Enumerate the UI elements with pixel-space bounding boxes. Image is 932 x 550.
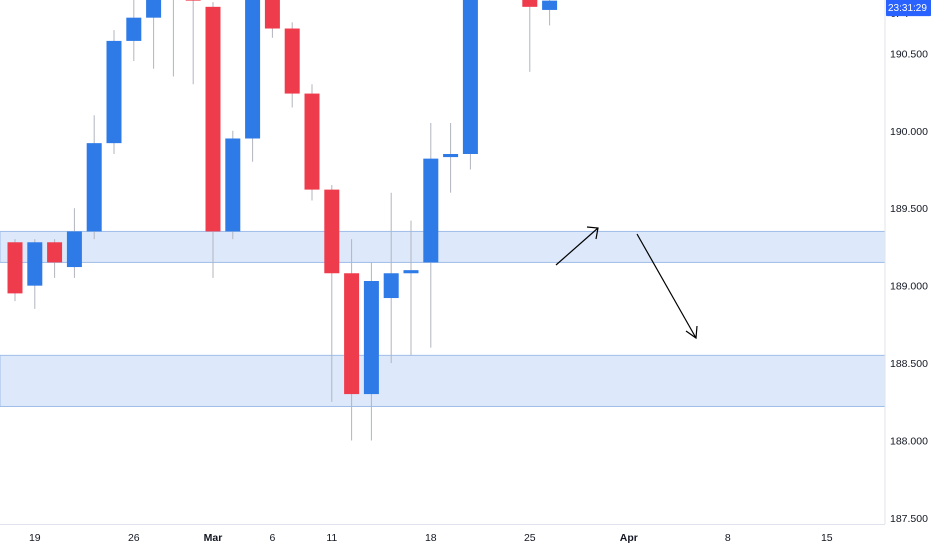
zone-2 (0, 230, 886, 263)
candle-body-9 (185, 0, 201, 1)
candle-body-23 (462, 0, 478, 154)
candle-body-1 (27, 242, 43, 286)
candle-body-21 (423, 158, 439, 263)
candle-body-0 (7, 242, 23, 294)
bar-countdown: 23:31:29 (888, 3, 927, 14)
candle-body-27 (542, 0, 558, 10)
time-tick-label: 26 (128, 532, 140, 544)
price-tick-label: 187.500 (890, 513, 928, 525)
time-tick-label: 25 (524, 532, 536, 544)
time-tick-label: Apr (620, 532, 638, 544)
candle-body-10 (205, 6, 221, 232)
projection-arrows (555, 226, 698, 340)
candle-body-16 (324, 189, 340, 274)
time-axis[interactable]: 19 26 Mar 6 11 18 25 Apr 8 15 (29, 532, 833, 544)
candle-body-4 (86, 143, 102, 232)
arrow-down-line (636, 233, 697, 339)
price-tick-label: 188.000 (890, 436, 928, 448)
price-tick-label: 189.000 (890, 281, 928, 293)
candle-body-22 (443, 153, 459, 158)
candle-body-17 (344, 273, 360, 395)
candle-body-15 (304, 93, 320, 190)
time-tick-label: 11 (326, 532, 337, 544)
time-tick-label: Mar (204, 532, 223, 544)
candle-body-11 (225, 138, 241, 232)
last-price-value: 190.869 (890, 0, 927, 2)
arrow-up-head (586, 226, 599, 240)
candle-body-7 (146, 0, 162, 18)
zones-layer (0, 230, 886, 407)
time-tick-label: 19 (29, 532, 41, 544)
price-tick-label: 190.000 (890, 126, 928, 138)
candle-body-26 (522, 0, 538, 7)
candle-body-20 (403, 270, 419, 274)
price-axis[interactable]: 187.500 188.000 188.500 189.000 189.500 190.0… (890, 0, 928, 525)
candle-body-13 (264, 0, 280, 29)
time-tick-label: 8 (725, 532, 731, 544)
candle-body-2 (47, 242, 63, 263)
candle-body-6 (126, 17, 142, 41)
time-tick-label: 18 (425, 532, 437, 544)
candles-layer (7, 0, 558, 441)
candle-body-12 (245, 0, 261, 139)
price-tags: 193.798192.238190.86923:31:29 (886, 0, 931, 17)
arrow-down-head (685, 325, 698, 340)
time-tick-label: 15 (821, 532, 833, 544)
zone-3 (0, 354, 886, 407)
candle-body-19 (383, 273, 399, 299)
last-price-tag-bg (886, 0, 931, 17)
price-tick-label: 188.500 (890, 358, 928, 370)
time-tick-label: 6 (269, 532, 275, 544)
price-tick-label: 189.500 (890, 203, 928, 215)
candle-body-18 (363, 281, 379, 395)
candle-body-3 (66, 231, 82, 268)
arrow-up-line (555, 227, 599, 266)
candle-body-5 (106, 40, 122, 144)
candle-body-14 (284, 28, 300, 94)
price-tick-label: 190.500 (890, 48, 928, 60)
